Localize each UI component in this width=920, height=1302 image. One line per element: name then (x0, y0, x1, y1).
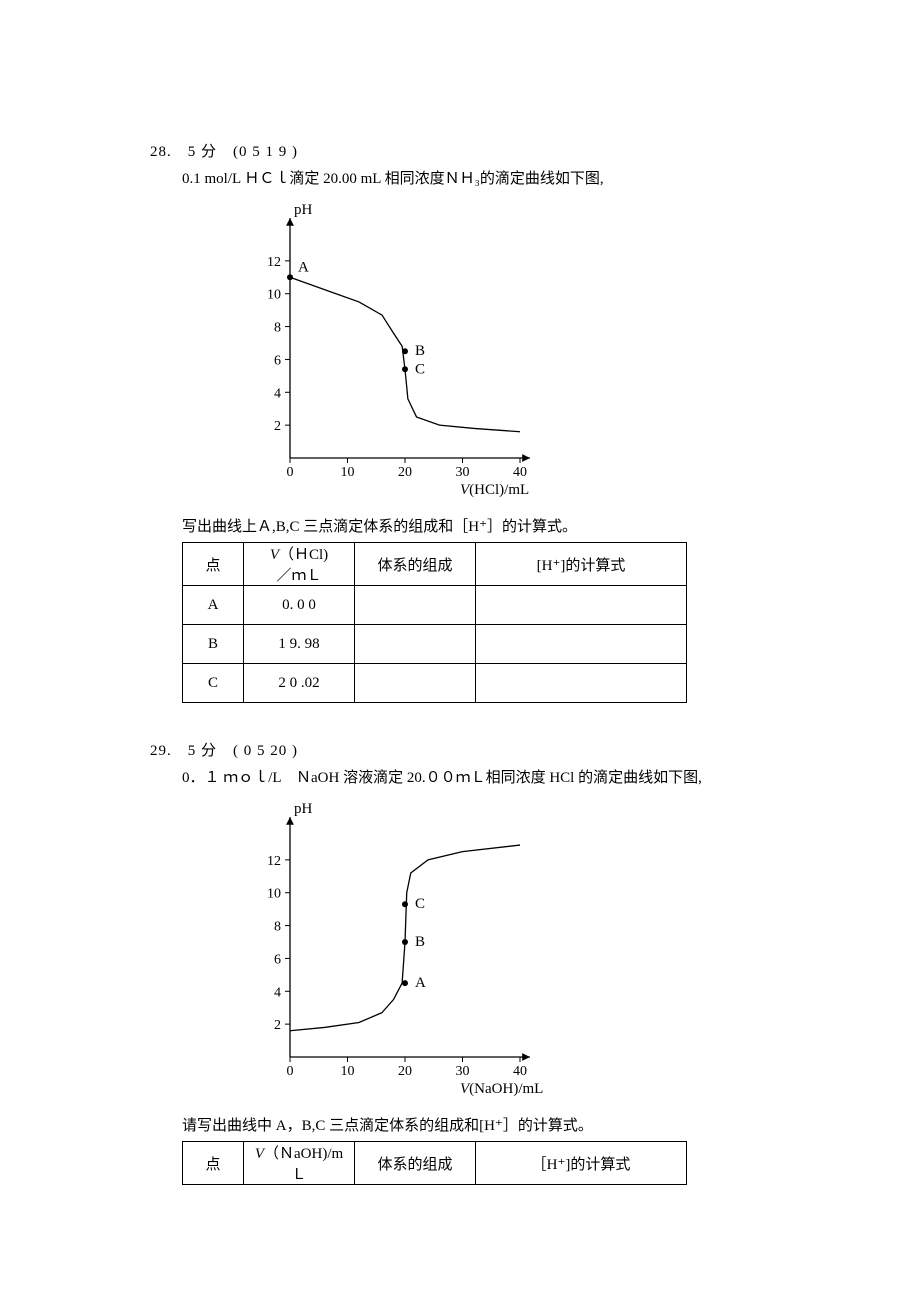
th-system: 体系的组成 (355, 1142, 476, 1185)
svg-text:30: 30 (456, 465, 470, 480)
svg-text:B: B (415, 343, 425, 359)
cell-system (355, 586, 476, 625)
chart-caption: 写出曲线上Ａ,B,C 三点滴定体系的组成和［H⁺］的计算式。 (182, 515, 860, 536)
svg-text:10: 10 (267, 887, 281, 902)
cell-hplus (476, 664, 687, 703)
svg-text:0: 0 (287, 1064, 294, 1079)
th-volume: V（ＮaOH)/mＬ (244, 1142, 355, 1185)
table-row: C 2 0 .02 (183, 664, 687, 703)
svg-text:6: 6 (274, 952, 281, 967)
svg-text:12: 12 (267, 854, 281, 869)
svg-text:6: 6 (274, 353, 281, 368)
problem-header: 29. 5 分 ( 0 5 20 ) (150, 739, 860, 760)
th-volume: V（ＨCl)／ｍＬ (244, 543, 355, 586)
svg-text:0: 0 (287, 465, 294, 480)
svg-text:8: 8 (274, 920, 281, 935)
th-point: 点 (183, 1142, 244, 1185)
svg-text:B: B (415, 934, 425, 950)
cell-hplus (476, 586, 687, 625)
svg-text:C: C (415, 361, 425, 377)
cell-volume: 2 0 .02 (244, 664, 355, 703)
svg-text:4: 4 (274, 386, 281, 401)
svg-text:V(NaOH)/mL: V(NaOH)/mL (460, 1081, 543, 1097)
svg-text:A: A (298, 259, 309, 275)
svg-text:4: 4 (274, 985, 281, 1000)
svg-text:A: A (415, 975, 426, 991)
svg-text:30: 30 (456, 1064, 470, 1079)
cell-hplus (476, 625, 687, 664)
svg-text:40: 40 (513, 1064, 527, 1079)
svg-text:2: 2 (274, 1018, 281, 1033)
svg-text:10: 10 (341, 1064, 355, 1079)
titration-chart-29: 0 10 20 30 40 2 4 6 8 10 12 pH V(NaOH)/mL A B C (240, 797, 860, 1102)
svg-text:12: 12 (267, 255, 281, 270)
svg-text:8: 8 (274, 321, 281, 336)
svg-text:C: C (415, 896, 425, 912)
problem-29: 29. 5 分 ( 0 5 20 ) 0．１ ｍｏｌ/L ＮaOH 溶液滴定 2… (150, 739, 860, 1185)
cell-point: C (183, 664, 244, 703)
cell-point: A (183, 586, 244, 625)
svg-text:V(HCl)/mL: V(HCl)/mL (460, 482, 529, 498)
svg-text:pH: pH (294, 801, 313, 817)
th-point: 点 (183, 543, 244, 586)
svg-text:20: 20 (398, 1064, 412, 1079)
cell-point: B (183, 625, 244, 664)
problem-desc: 0.1 mol/L ＨＣｌ滴定 20.00 mL 相同浓度ＮＨ₃的滴定曲线如下图… (182, 167, 860, 188)
svg-text:20: 20 (398, 465, 412, 480)
svg-text:10: 10 (341, 465, 355, 480)
problem-28: 28. 5 分 (0 5 1 9 ) 0.1 mol/L ＨＣｌ滴定 20.00… (150, 140, 860, 703)
answer-table-29: 点 V（ＮaOH)/mＬ 体系的组成 ［H⁺]的计算式 (182, 1141, 687, 1185)
titration-chart-28: 0 10 20 30 40 2 4 6 8 10 12 pH V(HCl)/mL A BC (240, 198, 860, 503)
chart-caption: 请写出曲线中 A，B,C 三点滴定体系的组成和[H⁺］的计算式。 (182, 1114, 860, 1135)
cell-volume: 0. 0 0 (244, 586, 355, 625)
svg-text:40: 40 (513, 465, 527, 480)
th-system: 体系的组成 (355, 543, 476, 586)
svg-text:2: 2 (274, 419, 281, 434)
problem-desc: 0．１ ｍｏｌ/L ＮaOH 溶液滴定 20.００ｍＬ相同浓度 HCl 的滴定曲… (182, 766, 860, 787)
cell-system (355, 625, 476, 664)
cell-volume: 1 9. 98 (244, 625, 355, 664)
answer-table-28: 点 V（ＨCl)／ｍＬ 体系的组成 [H⁺]的计算式 A 0. 0 0 B 1 … (182, 542, 687, 703)
cell-system (355, 664, 476, 703)
svg-text:10: 10 (267, 288, 281, 303)
th-hplus: [H⁺]的计算式 (476, 543, 687, 586)
th-hplus: ［H⁺]的计算式 (476, 1142, 687, 1185)
table-row: A 0. 0 0 (183, 586, 687, 625)
svg-text:pH: pH (294, 202, 313, 218)
problem-header: 28. 5 分 (0 5 1 9 ) (150, 140, 860, 161)
table-row: B 1 9. 98 (183, 625, 687, 664)
